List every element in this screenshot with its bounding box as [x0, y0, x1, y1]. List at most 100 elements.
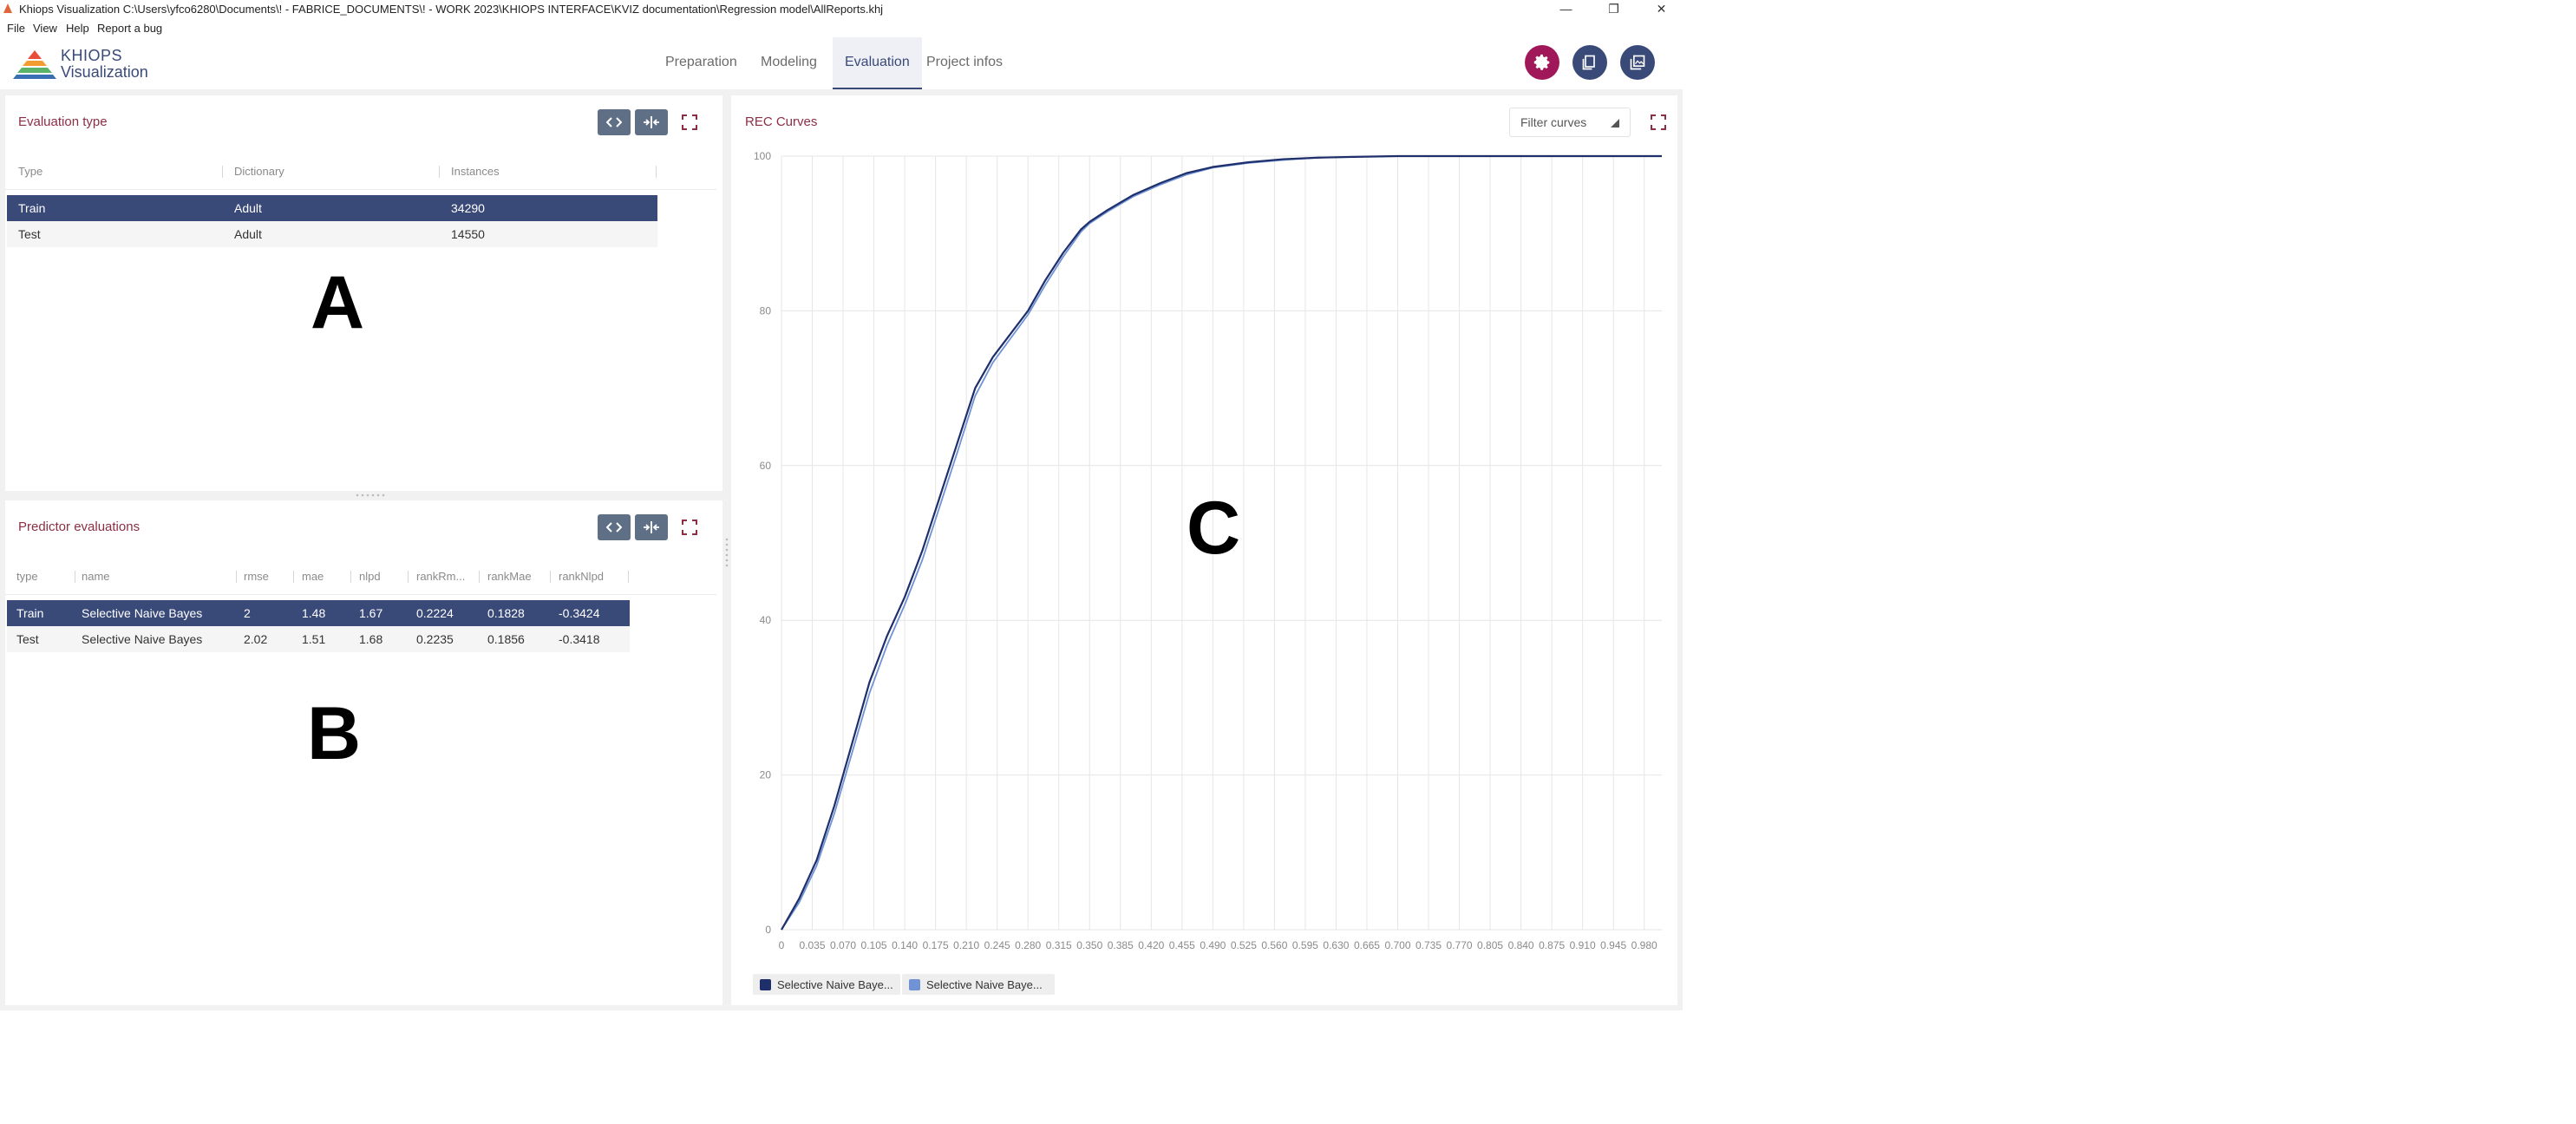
column-header-nlpd[interactable]: nlpd — [359, 570, 381, 583]
tab-project-infos[interactable]: Project infos — [926, 55, 1004, 69]
series-line-train — [781, 154, 1662, 931]
cell-instances: 14550 — [451, 227, 485, 241]
x-tick-label: 0.525 — [1231, 939, 1257, 951]
filter-curves-label: Filter curves — [1520, 115, 1587, 129]
x-tick-label: 0.490 — [1200, 939, 1226, 951]
legend-item-test[interactable]: Selective Naive Baye... — [902, 974, 1055, 995]
x-tick-label: 0.875 — [1539, 939, 1565, 951]
panel-splitter-horizontal[interactable] — [354, 493, 385, 497]
predictor-evaluations-title: Predictor evaluations — [18, 520, 141, 534]
y-tick-label: 100 — [754, 150, 771, 162]
tab-evaluation[interactable]: Evaluation — [833, 37, 922, 89]
column-separator[interactable] — [236, 571, 237, 583]
y-tick-label: 40 — [760, 614, 772, 626]
x-tick-label: 0.315 — [1046, 939, 1072, 951]
close-button[interactable]: ✕ — [1656, 2, 1667, 16]
logo-line2: Visualization — [61, 63, 148, 81]
y-tick-label: 80 — [760, 304, 772, 317]
cell-rankrmse: 0.2235 — [416, 632, 454, 646]
menu-view[interactable]: View — [33, 22, 57, 35]
column-header-name[interactable]: name — [82, 570, 110, 583]
menu-help[interactable]: Help — [66, 22, 89, 35]
rec-curves-chart[interactable]: 0 0.035 0.070 0.105 0.140 0.175 0.210 0.245 0.28… — [731, 139, 1677, 989]
column-separator[interactable] — [408, 571, 409, 583]
fit-columns-button[interactable] — [635, 514, 668, 540]
x-tick-label: 0.210 — [953, 939, 979, 951]
cell-type: Train — [16, 606, 44, 620]
table-row[interactable]: Train Selective Naive Bayes 2 1.48 1.67 … — [7, 600, 630, 626]
x-tick-label: 0.840 — [1508, 939, 1534, 951]
tab-preparation[interactable]: Preparation — [665, 55, 737, 69]
column-separator[interactable] — [479, 571, 480, 583]
cell-nlpd: 1.67 — [359, 606, 383, 620]
fit-columns-button[interactable] — [635, 109, 668, 135]
column-header-ranknlpd[interactable]: rankNlpd — [559, 570, 605, 583]
table-row[interactable]: Test Adult 14550 — [7, 221, 657, 247]
cell-rankmae: 0.1828 — [487, 606, 525, 620]
column-header-rankrmse[interactable]: rankRm... — [416, 570, 466, 583]
column-resize-icon — [644, 521, 659, 533]
cell-type: Test — [16, 632, 39, 646]
y-tick-label: 0 — [765, 924, 771, 936]
table-row[interactable]: Test Selective Naive Bayes 2.02 1.51 1.6… — [7, 626, 630, 652]
toggle-columns-button[interactable] — [598, 514, 631, 540]
arrows-left-right-icon — [606, 117, 622, 127]
cell-instances: 34290 — [451, 201, 485, 215]
khiops-pyramid-icon — [13, 50, 56, 79]
x-tick-label: 0.420 — [1138, 939, 1164, 951]
settings-button[interactable] — [1525, 45, 1559, 80]
column-separator[interactable] — [656, 166, 657, 178]
window-titlebar: Khiops Visualization C:\Users\yfco6280\D… — [0, 0, 2576, 18]
x-tick-label: 0.140 — [892, 939, 918, 951]
y-tick-label: 20 — [760, 769, 772, 781]
x-tick-label: 0.175 — [923, 939, 949, 951]
minimize-button[interactable]: — — [1559, 2, 1572, 16]
column-header-mae[interactable]: mae — [302, 570, 324, 583]
x-tick-label: 0.700 — [1384, 939, 1410, 951]
x-tick-label: 0.805 — [1477, 939, 1503, 951]
column-header-rmse[interactable]: rmse — [244, 570, 269, 583]
evaluation-type-title: Evaluation type — [18, 114, 108, 129]
legend-label-test: Selective Naive Baye... — [926, 978, 1043, 991]
x-tick-label: 0.735 — [1415, 939, 1442, 951]
panel-splitter-vertical[interactable] — [725, 536, 729, 567]
legend-item-train[interactable]: Selective Naive Baye... — [753, 974, 900, 995]
column-header-rankmae[interactable]: rankMae — [487, 570, 532, 583]
menu-file[interactable]: File — [7, 22, 25, 35]
cell-mae: 1.51 — [302, 632, 326, 646]
column-separator[interactable] — [293, 571, 294, 583]
column-separator[interactable] — [439, 166, 440, 178]
column-header-type[interactable]: Type — [18, 165, 43, 178]
column-header-dictionary[interactable]: Dictionary — [234, 165, 284, 178]
cell-rmse: 2.02 — [244, 632, 268, 646]
arrows-left-right-icon — [606, 522, 622, 533]
legend-label-train: Selective Naive Baye... — [777, 978, 893, 991]
fullscreen-icon[interactable] — [682, 114, 697, 130]
tab-modeling[interactable]: Modeling — [761, 55, 817, 69]
filter-curves-button[interactable]: Filter curves — [1509, 108, 1631, 137]
column-header-type[interactable]: type — [16, 570, 38, 583]
menu-report-bug[interactable]: Report a bug — [97, 22, 163, 35]
open-file-button[interactable] — [1572, 45, 1607, 80]
x-tick-label: 0.595 — [1292, 939, 1318, 951]
column-separator[interactable] — [350, 571, 351, 583]
maximize-button[interactable]: ❐ — [1608, 2, 1619, 16]
fullscreen-icon[interactable] — [1651, 114, 1666, 130]
cell-name: Selective Naive Bayes — [82, 606, 203, 620]
cell-type: Test — [18, 227, 41, 241]
app-header: KHIOPS Visualization Preparation Modelin… — [0, 37, 1683, 89]
x-tick-label: 0.035 — [800, 939, 826, 951]
table-row[interactable]: Train Adult 34290 — [7, 195, 657, 221]
fullscreen-icon[interactable] — [682, 520, 697, 535]
x-tick-label: 0 — [779, 939, 785, 951]
column-separator[interactable] — [222, 166, 223, 178]
toggle-columns-button[interactable] — [598, 109, 631, 135]
column-separator[interactable] — [628, 571, 629, 583]
x-tick-label: 0.980 — [1631, 939, 1657, 951]
column-separator[interactable] — [550, 571, 551, 583]
app-icon — [3, 3, 12, 13]
copy-images-button[interactable] — [1620, 45, 1655, 80]
cell-rankrmse: 0.2224 — [416, 606, 454, 620]
x-tick-label: 0.070 — [830, 939, 856, 951]
column-header-instances[interactable]: Instances — [451, 165, 500, 178]
